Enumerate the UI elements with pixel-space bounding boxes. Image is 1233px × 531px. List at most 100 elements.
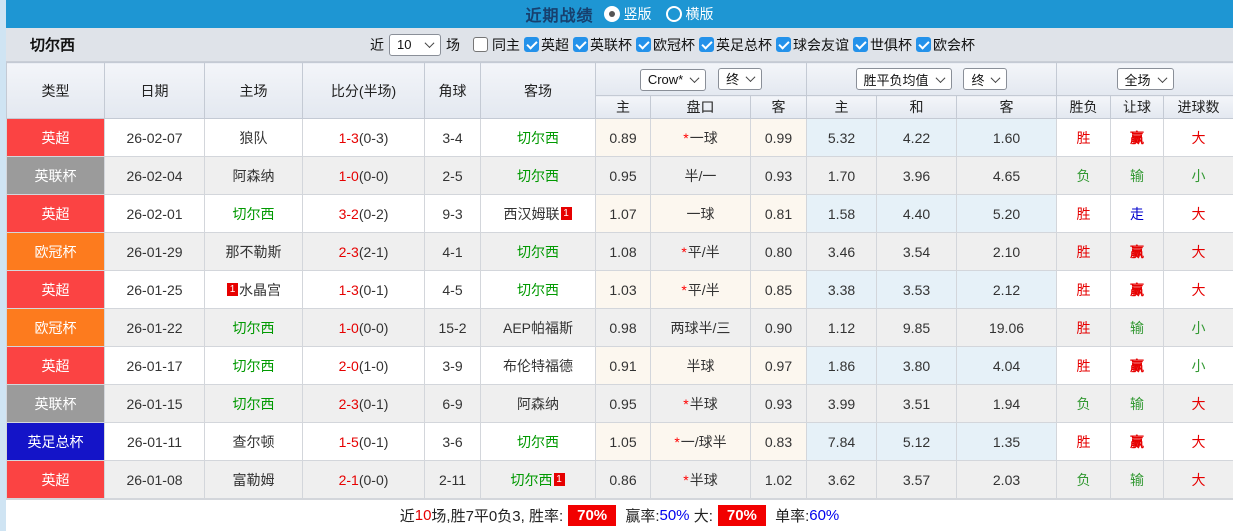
asian-home-odds: 1.07 — [596, 195, 651, 233]
filter-controls: 近 10 场 同主 英超英联杯欧冠杯英足总杯球会友谊世俱杯欧会杯 — [365, 34, 975, 56]
competition-filter-0[interactable]: 英超 — [524, 35, 569, 55]
euro-away-odds: 2.10 — [957, 233, 1057, 271]
odds-company-value: Crow* — [648, 72, 683, 87]
layout-option-0[interactable]: 竖版 — [604, 4, 652, 24]
fulltime-score: 3-2 — [339, 206, 359, 222]
corners-cell: 3-4 — [425, 119, 481, 157]
asian-home-odds: 0.89 — [596, 119, 651, 157]
col-header-euro-home: 主 — [807, 96, 877, 119]
odds-company-select[interactable]: Crow* — [640, 69, 706, 91]
fulltime-score: 1-5 — [339, 434, 359, 450]
result-wdl-cell: 胜 — [1057, 423, 1111, 461]
asian-line-cell: *一/球半 — [651, 423, 751, 461]
result-wdl-cell: 胜 — [1057, 271, 1111, 309]
asian-line-text: 一/球半 — [681, 434, 727, 450]
result-wdl-cell: 负 — [1057, 461, 1111, 499]
halftime-score: (0-1) — [359, 396, 389, 412]
asian-odds-group-header: Crow* 终 — [596, 63, 807, 96]
team-name: 查尔顿 — [233, 434, 275, 450]
competition-filter-3[interactable]: 英足总杯 — [699, 35, 772, 55]
date-cell: 26-02-01 — [105, 195, 205, 233]
fulltime-score: 2-3 — [339, 244, 359, 260]
euro-draw-odds: 4.22 — [877, 119, 957, 157]
team-name: 西汉姆联 — [504, 206, 560, 222]
team-name: 切尔西 — [233, 396, 275, 412]
league-badge: 英超 — [7, 271, 105, 309]
date-cell: 26-01-08 — [105, 461, 205, 499]
euro-away-odds: 1.60 — [957, 119, 1057, 157]
asian-line-text: 一球 — [690, 130, 718, 146]
date-cell: 26-01-25 — [105, 271, 205, 309]
competition-filter-2[interactable]: 欧冠杯 — [636, 35, 695, 55]
asian-home-odds: 1.08 — [596, 233, 651, 271]
competition-filter-5[interactable]: 世俱杯 — [853, 35, 912, 55]
date-cell: 26-01-17 — [105, 347, 205, 385]
euro-home-odds: 7.84 — [807, 423, 877, 461]
competition-filter-6[interactable]: 欧会杯 — [916, 35, 975, 55]
col-header-asian-away: 客 — [751, 96, 807, 119]
filter-bar: 切尔西 近 10 场 同主 英超英联杯欧冠杯英足总杯球会友谊世俱杯欧会杯 — [6, 28, 1233, 62]
score-cell: 1-0(0-0) — [303, 157, 425, 195]
wdl-average-select[interactable]: 胜平负均值 — [856, 68, 952, 90]
col-header-home: 主场 — [205, 63, 303, 119]
recent-count-value: 10 — [397, 37, 411, 52]
asian-home-odds: 1.03 — [596, 271, 651, 309]
euro-home-odds: 1.86 — [807, 347, 877, 385]
fulltime-score: 2-0 — [339, 358, 359, 374]
asian-away-odds: 0.93 — [751, 157, 807, 195]
team-name: 水晶宫 — [239, 282, 281, 298]
competition-label: 欧会杯 — [933, 35, 975, 55]
team-name: 那不勒斯 — [226, 244, 282, 260]
asian-line-text: 半/一 — [685, 168, 717, 184]
league-badge: 英超 — [7, 347, 105, 385]
euro-away-odds: 5.20 — [957, 195, 1057, 233]
league-badge: 欧冠杯 — [7, 233, 105, 271]
same-home-checkbox[interactable] — [473, 37, 488, 52]
result-wdl-cell: 胜 — [1057, 309, 1111, 347]
fulltime-score: 1-3 — [339, 130, 359, 146]
checkbox-icon — [699, 37, 714, 52]
competition-label: 英超 — [541, 35, 569, 55]
asian-time-select[interactable]: 终 — [718, 68, 762, 90]
recent-count-select[interactable]: 10 — [389, 34, 441, 56]
euro-home-odds: 3.38 — [807, 271, 877, 309]
home-team-cell: 切尔西 — [205, 347, 303, 385]
title-bar: 近期战绩 竖版横版 — [6, 0, 1233, 28]
euro-draw-odds: 3.54 — [877, 233, 957, 271]
competition-label: 欧冠杯 — [653, 35, 695, 55]
away-team-cell: 阿森纳 — [481, 385, 596, 423]
league-badge: 英联杯 — [7, 385, 105, 423]
layout-radio-group: 竖版横版 — [600, 4, 714, 24]
team-name: 富勒姆 — [233, 472, 275, 488]
result-asian-cell: 赢 — [1111, 233, 1164, 271]
date-cell: 26-01-29 — [105, 233, 205, 271]
away-team-cell: 切尔西 — [481, 119, 596, 157]
scope-select[interactable]: 全场 — [1117, 68, 1174, 90]
euro-draw-odds: 9.85 — [877, 309, 957, 347]
wdl-average-value: 胜平负均值 — [864, 70, 929, 89]
asian-away-odds: 0.90 — [751, 309, 807, 347]
euro-away-odds: 1.94 — [957, 385, 1057, 423]
same-home-filter[interactable]: 同主 — [473, 35, 520, 55]
chevron-down-icon — [1157, 73, 1167, 83]
team-name: 切尔西 — [517, 130, 559, 146]
competition-filter-1[interactable]: 英联杯 — [573, 35, 632, 55]
competition-filter-4[interactable]: 球会友谊 — [776, 35, 849, 55]
layout-option-1[interactable]: 横版 — [666, 4, 714, 24]
away-team-cell: 切尔西 — [481, 157, 596, 195]
asian-time-value: 终 — [726, 69, 739, 88]
league-badge: 英超 — [7, 195, 105, 233]
euro-away-odds: 4.65 — [957, 157, 1057, 195]
checkbox-icon — [636, 37, 651, 52]
asian-home-odds: 0.91 — [596, 347, 651, 385]
away-team-cell: 切尔西 — [481, 233, 596, 271]
col-header-euro-draw: 和 — [877, 96, 957, 119]
wdl-time-select[interactable]: 终 — [963, 68, 1007, 90]
recent-label-suffix: 场 — [446, 35, 460, 55]
score-cell: 1-3(0-1) — [303, 271, 425, 309]
league-badge: 英超 — [7, 119, 105, 157]
